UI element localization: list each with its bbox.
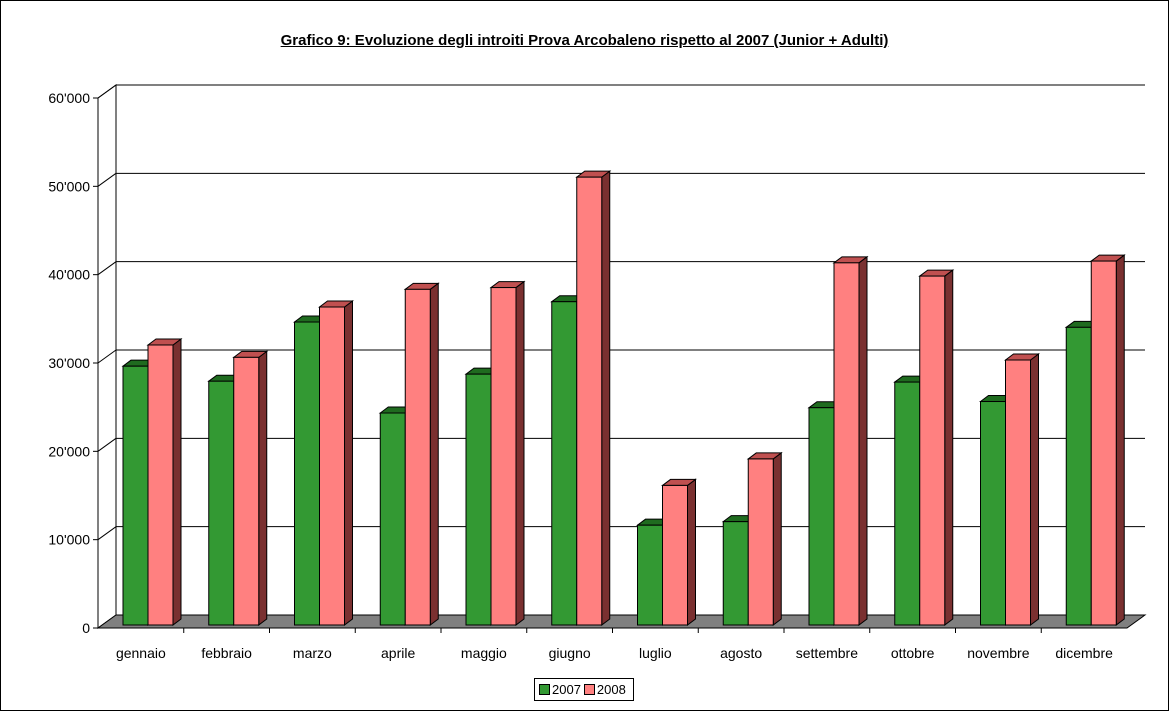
legend: 2007 2008 [534, 678, 634, 701]
bar-side [259, 351, 267, 625]
legend-swatch-2007 [539, 684, 550, 695]
x-tick-label: luglio [639, 645, 672, 661]
bar-side [345, 301, 353, 625]
x-tick-label: agosto [720, 645, 762, 661]
x-tick-label: maggio [461, 645, 507, 661]
x-tick-label: novembre [967, 645, 1029, 661]
bar-side [688, 479, 696, 625]
y-tick-label: 10'000 [48, 532, 90, 548]
bar-2007 [809, 408, 834, 625]
bar-side [1031, 354, 1039, 625]
x-tick-label: ottobre [891, 645, 935, 661]
bar-side [859, 257, 867, 625]
bar-side [945, 270, 953, 625]
bar-side [773, 453, 781, 625]
y-tick-label: 40'000 [48, 267, 90, 283]
bar-2008 [920, 276, 945, 625]
bar-2007 [380, 413, 405, 625]
bar-side [173, 339, 181, 625]
legend-item-2008: 2008 [584, 682, 626, 697]
bar-2007 [466, 374, 491, 625]
bar-2008 [491, 288, 516, 625]
bar-side [516, 282, 524, 625]
bar-2007 [723, 522, 748, 625]
y-tick-label: 20'000 [48, 443, 90, 459]
y-tick-label: 0 [82, 620, 90, 636]
legend-label-2008: 2008 [597, 682, 626, 697]
bar-2008 [748, 459, 773, 625]
bar-2008 [234, 357, 259, 625]
bar-2007 [1066, 327, 1091, 625]
x-tick-label: marzo [293, 645, 332, 661]
bar-2008 [405, 289, 430, 625]
bar-2008 [1091, 261, 1116, 625]
bar-2007 [552, 302, 577, 625]
y-tick-label: 60'000 [48, 90, 90, 106]
bar-2008 [577, 177, 602, 625]
bar-2007 [209, 381, 234, 625]
bar-2007 [895, 382, 920, 625]
bar-2008 [834, 263, 859, 625]
bar-side [1116, 255, 1124, 625]
bar-2008 [663, 485, 688, 625]
x-tick-label: giugno [549, 645, 591, 661]
y-tick-label: 30'000 [48, 355, 90, 371]
y-tick-label: 50'000 [48, 178, 90, 194]
x-tick-label: febbraio [201, 645, 252, 661]
bar-2007 [981, 402, 1006, 625]
legend-swatch-2008 [584, 684, 595, 695]
x-tick-label: gennaio [116, 645, 166, 661]
x-tick-label: aprile [381, 645, 415, 661]
bar-side [430, 283, 438, 625]
bar-2007 [295, 322, 320, 625]
x-tick-label: settembre [796, 645, 858, 661]
bar-2007 [638, 525, 663, 625]
legend-label-2007: 2007 [552, 682, 581, 697]
bar-2008 [148, 345, 173, 625]
bar-side [602, 171, 610, 625]
x-tick-label: dicembre [1055, 645, 1113, 661]
legend-item-2007: 2007 [539, 682, 581, 697]
bar-2008 [1006, 360, 1031, 625]
bar-2007 [123, 366, 148, 625]
bar-2008 [320, 307, 345, 625]
